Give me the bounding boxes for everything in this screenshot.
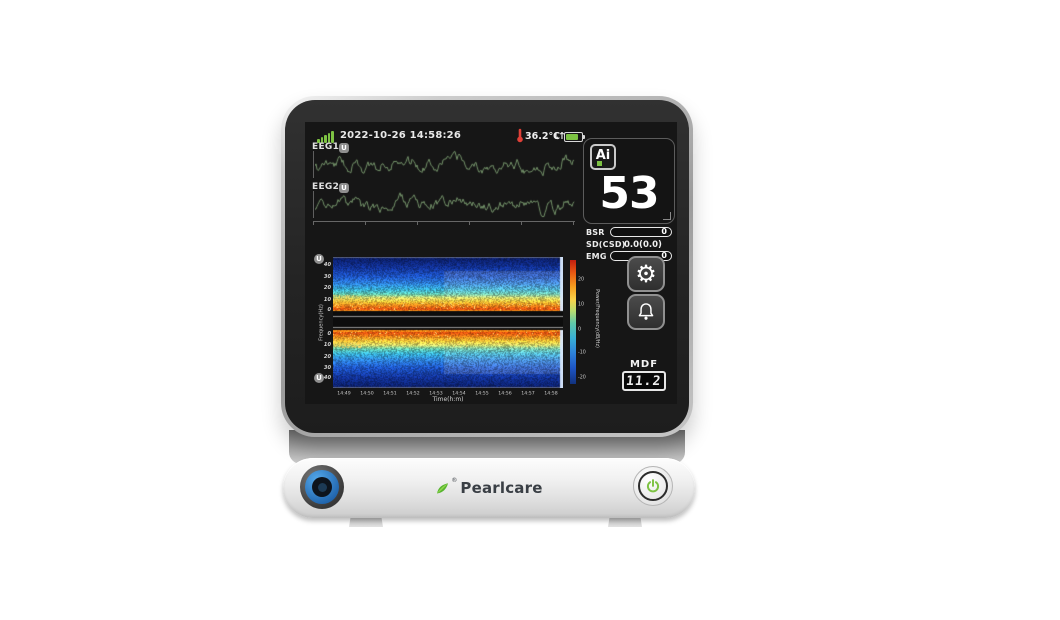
emg-value: 0 xyxy=(661,251,667,260)
knob-center xyxy=(312,477,332,497)
leaf-icon xyxy=(437,482,449,493)
brand-logo: ® Pearlcare xyxy=(283,477,695,497)
sd-value: 0.0(0.0) xyxy=(624,240,662,250)
freq-tick: 30 xyxy=(323,364,331,371)
power-button-ring xyxy=(638,471,668,501)
time-tick: 14:53 xyxy=(429,390,443,397)
time-tick: 14:49 xyxy=(337,390,351,397)
gear-icon: ⚙ xyxy=(635,260,657,288)
knob-ring xyxy=(305,470,339,504)
eeg2-channel-icon[interactable]: U xyxy=(339,183,349,193)
sd-label: SD(CSD) xyxy=(586,240,626,249)
power-button[interactable] xyxy=(633,466,673,506)
mdf-display: 11.2 xyxy=(622,371,666,391)
freq-tick: 0 xyxy=(327,306,331,313)
eeg1-amplitude-axis xyxy=(313,151,314,178)
ai-score-value: 53 xyxy=(599,167,659,219)
time-tick: 14:58 xyxy=(544,390,558,397)
time-axis-label: Time(h:m) xyxy=(432,396,464,403)
time-tick: 14:55 xyxy=(475,390,489,397)
eeg2-waveform xyxy=(315,190,575,218)
sync-arrows-icon: ↓↑ xyxy=(552,131,566,142)
battery-nub xyxy=(583,135,585,139)
registered-mark: ® xyxy=(451,477,458,484)
time-tick: 14:50 xyxy=(360,390,374,397)
freq-tick: 10 xyxy=(323,296,331,303)
time-tick: 14:56 xyxy=(498,390,512,397)
eeg2-amplitude-axis xyxy=(313,191,314,218)
time-tick: 14:52 xyxy=(406,390,420,397)
eeg1-label: EEG1 xyxy=(312,142,340,152)
spectrogram-ch1-icon[interactable]: U xyxy=(314,254,324,264)
colorbar-tick: 10 xyxy=(578,301,585,308)
freq-tick: 40 xyxy=(323,374,331,381)
colorbar-tick: -20 xyxy=(578,374,586,381)
spectrogram-ch2-icon[interactable]: U xyxy=(314,373,324,383)
mdf-value: 11.2 xyxy=(625,373,663,389)
bsr-label: BSR xyxy=(586,228,605,237)
battery-icon xyxy=(564,132,585,142)
freq-tick: 30 xyxy=(323,273,331,280)
colorbar-tick: -10 xyxy=(578,349,586,356)
mdf-label: MDF xyxy=(629,359,659,370)
touchscreen-display[interactable]: 2022-10-26 14:58:26 36.2℃ ↓↑ EEG1 U xyxy=(305,122,677,404)
bsr-value: 0 xyxy=(661,227,667,236)
ai-score-panel: Ai 53 xyxy=(583,138,675,224)
eeg1-channel-icon[interactable]: U xyxy=(339,143,349,153)
emg-label: EMG xyxy=(586,252,607,261)
colorbar-tick: 0 xyxy=(578,326,582,333)
time-tick: 14:54 xyxy=(452,390,466,397)
freq-tick: 0 xyxy=(327,330,331,337)
eeg-time-axis xyxy=(313,221,575,225)
battery-body xyxy=(564,132,583,142)
freq-tick: 20 xyxy=(323,353,331,360)
brand-name: Pearlcare xyxy=(460,479,543,497)
eeg2-label: EEG2 xyxy=(312,182,340,192)
ai-badge: Ai xyxy=(590,144,616,170)
eeg1-waveform xyxy=(315,150,575,178)
freq-tick: 40 xyxy=(323,261,331,268)
colorbar-label: Power/Frequency(dB/Hz) xyxy=(594,289,600,348)
freq-tick: 10 xyxy=(323,341,331,348)
knob-core xyxy=(317,482,327,492)
settings-button[interactable]: ⚙ xyxy=(627,256,665,292)
navigation-knob[interactable] xyxy=(300,465,344,509)
alarm-button[interactable] xyxy=(627,294,665,330)
ai-status-dot xyxy=(597,161,602,166)
thermometer-icon xyxy=(517,128,523,143)
spectrogram-plot xyxy=(333,257,563,388)
screen-bezel: 2022-10-26 14:58:26 36.2℃ ↓↑ EEG1 U xyxy=(285,100,689,433)
colorbar xyxy=(570,260,576,384)
time-tick: 14:51 xyxy=(383,390,397,397)
datetime-text: 2022-10-26 14:58:26 xyxy=(340,130,461,141)
temperature-text: 36.2℃ xyxy=(525,131,560,142)
screen-frame: 2022-10-26 14:58:26 36.2℃ ↓↑ EEG1 U xyxy=(281,96,693,437)
signal-strength-icon xyxy=(317,131,334,143)
freq-tick: 20 xyxy=(323,284,331,291)
battery-level xyxy=(566,134,578,140)
time-tick: 14:57 xyxy=(521,390,535,397)
front-panel: ® Pearlcare xyxy=(283,458,695,518)
bsr-meter: 0 xyxy=(610,227,672,237)
panel-resize-notch xyxy=(663,212,671,220)
colorbar-tick: 20 xyxy=(578,276,585,283)
power-icon xyxy=(646,479,660,493)
bell-icon xyxy=(638,303,654,320)
